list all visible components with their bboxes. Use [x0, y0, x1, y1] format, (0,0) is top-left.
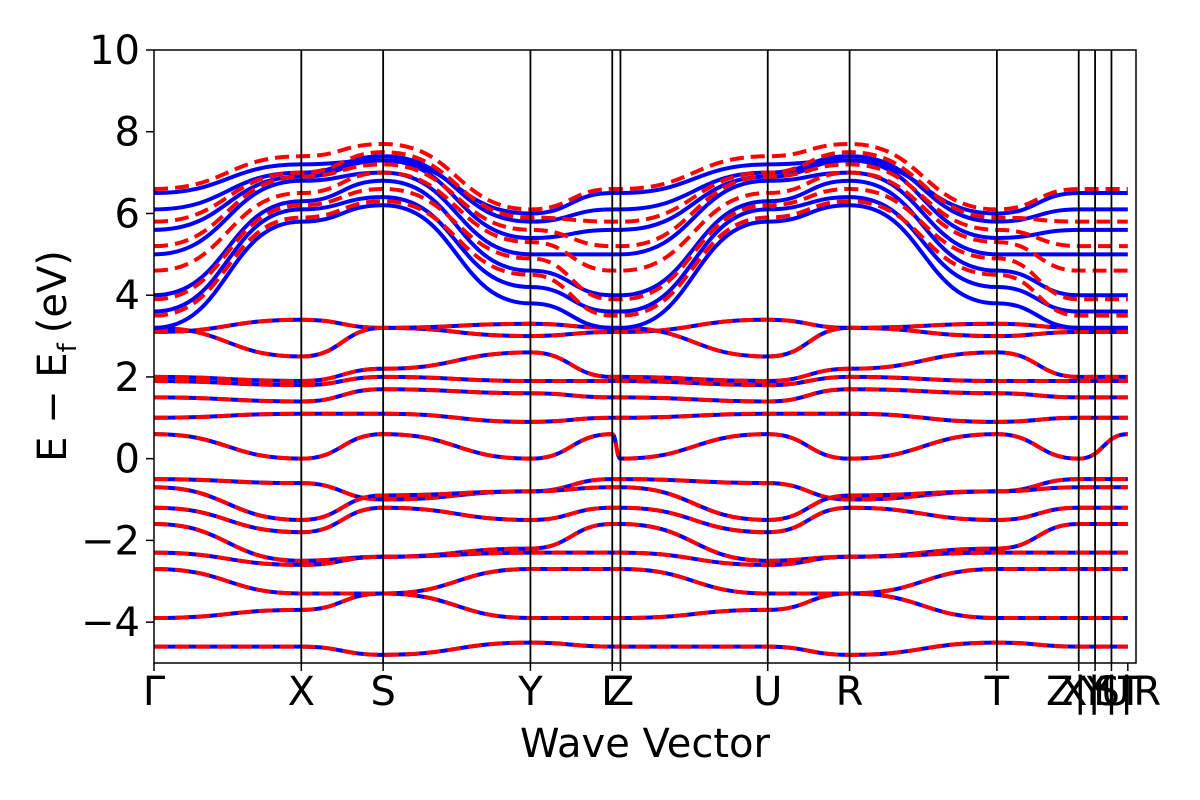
y-axis-label-main: E − E [30, 352, 76, 462]
x-tick-label: U [753, 669, 782, 715]
band-line-red [154, 640, 1128, 657]
x-tick-label: Γ [601, 669, 624, 715]
x-tick-label: S [370, 669, 395, 715]
y-axis-label: E − Ef (eV) [30, 250, 83, 462]
band-line-red [154, 567, 1128, 596]
svg-text:E − Ef(eV): E − Ef (eV) [30, 250, 83, 462]
band-line-red [154, 485, 1128, 522]
x-tick-label: S|R [1094, 669, 1161, 715]
x-tick-label: T [984, 669, 1010, 715]
y-tick-label: 4 [115, 273, 140, 319]
band-line-blue [154, 591, 1128, 621]
y-tick-label: 10 [89, 28, 140, 74]
x-tick-label: Γ [143, 669, 166, 715]
band-line-red [154, 432, 1128, 461]
kpoint-lines [300, 50, 1113, 663]
x-ticks: Γ X S Y ΓZ U R T Z|YX|UY|TS|R [143, 663, 1161, 715]
y-tick-label: 8 [115, 110, 140, 156]
band-line-blue [154, 522, 1128, 563]
x-tick-label: Y [517, 669, 543, 715]
x-tick-label: R [836, 669, 864, 715]
y-tick-label: −4 [81, 600, 140, 646]
x-tick-label: X|U [1060, 669, 1130, 715]
y-tick-label: 6 [115, 191, 140, 237]
x-axis-label: Wave Vector [520, 721, 771, 767]
plot-frame [153, 49, 1137, 664]
x-tick-label: Y|T [1079, 669, 1143, 715]
x-tick-label: Z [607, 669, 634, 715]
y-ticks: −4 −2 0 2 4 6 8 10 [81, 28, 154, 646]
x-tick-label: X [288, 669, 315, 715]
y-tick-label: −2 [81, 518, 140, 564]
band-line-blue [154, 567, 1128, 596]
band-line-red [154, 522, 1128, 563]
y-axis-label-sub: f [53, 342, 83, 352]
x-tick-label: Z|Y [1046, 669, 1112, 715]
bands-layer [154, 141, 1128, 657]
band-line-blue [154, 387, 1128, 404]
y-tick-label: 2 [115, 355, 140, 401]
y-axis-label-unit: (eV) [30, 250, 76, 333]
band-line-red [154, 591, 1128, 621]
y-tick-label: 0 [115, 437, 140, 483]
band-line-blue [154, 432, 1128, 461]
